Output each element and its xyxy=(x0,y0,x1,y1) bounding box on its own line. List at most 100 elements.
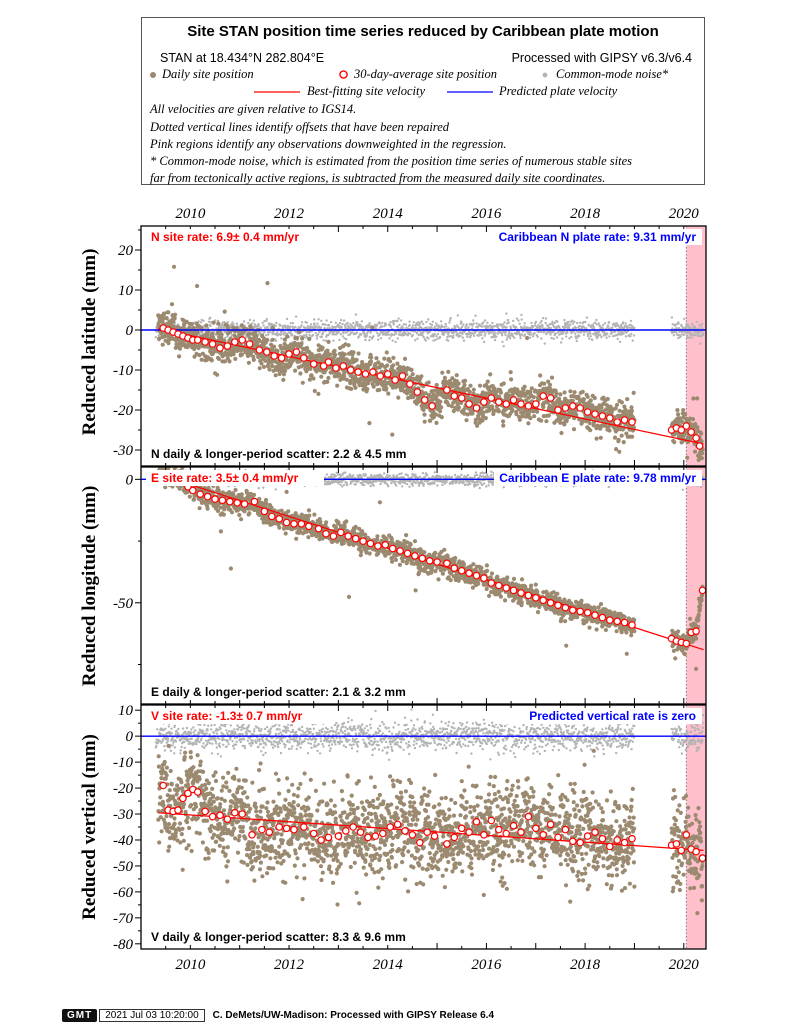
cm-point xyxy=(408,324,411,327)
daily-point xyxy=(299,341,304,346)
cm-point xyxy=(532,325,535,328)
daily-point xyxy=(342,374,347,379)
daily-point xyxy=(172,316,177,321)
cm-point xyxy=(591,338,594,342)
avg-point xyxy=(682,422,691,430)
daily-point xyxy=(581,397,587,402)
daily-point xyxy=(621,440,626,445)
daily-point xyxy=(395,361,400,366)
cm-point xyxy=(607,325,610,328)
daily-point xyxy=(307,336,312,342)
daily-point xyxy=(439,405,444,410)
daily-point xyxy=(479,406,484,411)
cm-point xyxy=(436,332,440,336)
daily-point xyxy=(388,359,393,364)
cm-point xyxy=(695,320,698,324)
daily-point xyxy=(282,337,287,342)
cm-point xyxy=(340,325,343,329)
cm-point xyxy=(368,322,371,325)
daily-point xyxy=(269,360,274,365)
daily-point xyxy=(346,343,351,348)
cm-point xyxy=(329,320,333,324)
cm-point xyxy=(317,318,320,321)
avg-point xyxy=(285,350,293,358)
avg-point xyxy=(208,340,217,348)
daily-point xyxy=(419,374,424,379)
cm-point xyxy=(416,331,419,334)
cm-point xyxy=(445,325,448,328)
cm-point xyxy=(534,320,538,324)
cm-point xyxy=(319,326,323,329)
cm-point xyxy=(482,340,486,344)
cm-point xyxy=(469,334,472,337)
daily-point xyxy=(438,409,443,414)
cm-point xyxy=(694,333,697,337)
cm-point xyxy=(541,324,544,328)
cm-point xyxy=(456,325,460,329)
cm-point xyxy=(273,333,276,336)
daily-point xyxy=(265,281,270,286)
cm-point xyxy=(383,324,386,328)
cm-point xyxy=(399,330,402,333)
daily-point xyxy=(625,397,630,402)
cm-point xyxy=(551,322,554,326)
daily-point xyxy=(297,329,302,335)
cm-point xyxy=(417,333,420,337)
cm-point xyxy=(446,335,449,339)
cm-point xyxy=(594,333,598,336)
daily-point xyxy=(319,374,324,379)
avg-point xyxy=(398,372,407,380)
cm-point xyxy=(414,339,417,342)
daily-point xyxy=(332,348,337,353)
avg-point xyxy=(465,400,473,408)
avg-point xyxy=(524,402,533,410)
cm-point xyxy=(486,321,489,324)
daily-point xyxy=(501,381,506,386)
cm-point xyxy=(324,323,327,326)
daily-point xyxy=(680,439,685,444)
cm-point xyxy=(338,321,342,325)
daily-point xyxy=(682,412,688,417)
daily-point xyxy=(681,408,686,413)
cm-point xyxy=(595,318,598,322)
daily-point xyxy=(196,345,201,351)
daily-point xyxy=(700,451,705,456)
cm-point xyxy=(356,321,359,324)
cm-point xyxy=(300,321,304,324)
cm-point xyxy=(628,326,631,330)
cm-point xyxy=(544,321,547,325)
cm-point xyxy=(350,331,353,334)
cm-point xyxy=(382,472,386,475)
cm-point xyxy=(452,330,456,334)
avg-point xyxy=(450,392,459,400)
daily-point xyxy=(326,375,331,381)
avg-point xyxy=(376,372,385,380)
cm-point xyxy=(396,319,399,323)
daily-point xyxy=(271,344,277,349)
cm-point xyxy=(675,331,678,334)
cm-point xyxy=(289,322,292,325)
cm-point xyxy=(378,322,382,325)
cm-point xyxy=(523,325,526,328)
daily-label: Daily site position xyxy=(162,67,254,81)
daily-point xyxy=(259,361,264,366)
cm-point xyxy=(315,337,319,340)
cm-point xyxy=(202,319,205,322)
y-tick-label: 10 xyxy=(118,283,134,299)
cm-point xyxy=(325,480,328,483)
daily-point xyxy=(509,377,514,382)
daily-point xyxy=(477,383,483,388)
cm-point xyxy=(604,334,607,337)
avg-point xyxy=(509,396,518,404)
cm-point xyxy=(406,334,409,337)
downweighted-region xyxy=(686,226,706,466)
cm-point xyxy=(603,332,607,335)
daily-point xyxy=(285,334,290,339)
daily-point xyxy=(160,342,165,347)
daily-point xyxy=(367,421,372,426)
daily-point xyxy=(492,386,497,391)
cm-point xyxy=(501,323,505,326)
cm-point xyxy=(576,331,580,334)
cm-point xyxy=(507,331,511,335)
